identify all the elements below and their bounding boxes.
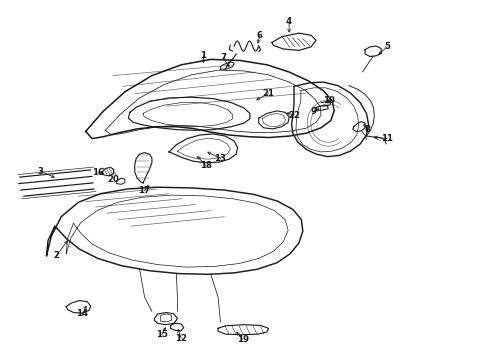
Text: 20: 20 [108,175,120,184]
Text: 14: 14 [76,309,88,318]
Text: 13: 13 [215,154,226,163]
Text: 7: 7 [220,53,226,62]
Text: 9: 9 [311,107,317,116]
Text: 1: 1 [200,51,206,60]
Text: 6: 6 [257,31,263,40]
Text: 4: 4 [286,17,292,26]
Text: 2: 2 [53,251,59,260]
Text: 19: 19 [237,335,248,343]
Text: 3: 3 [37,166,43,175]
Text: 12: 12 [175,334,187,343]
Text: 17: 17 [139,186,150,195]
Text: 10: 10 [323,96,335,105]
Text: 16: 16 [92,168,104,177]
Text: 21: 21 [263,89,274,98]
Text: 8: 8 [365,125,370,134]
Text: 5: 5 [384,42,390,51]
Text: 18: 18 [200,161,212,170]
Text: 15: 15 [156,330,168,339]
Text: 22: 22 [288,111,300,120]
Text: 11: 11 [381,134,393,143]
